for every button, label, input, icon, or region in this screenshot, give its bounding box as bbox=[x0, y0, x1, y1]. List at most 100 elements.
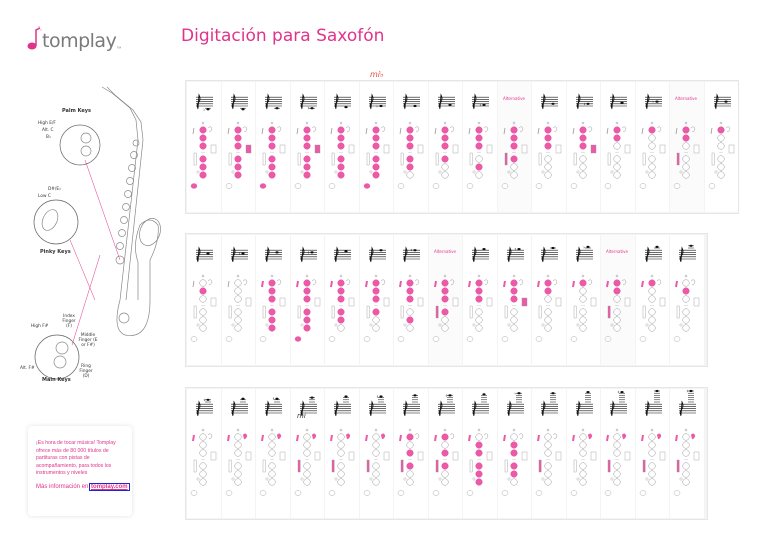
low-bell-key bbox=[397, 183, 405, 189]
octave-key bbox=[227, 280, 229, 288]
accidental: ♯ bbox=[411, 248, 413, 253]
main-key-5 bbox=[233, 470, 242, 478]
main-key-4 bbox=[544, 308, 552, 316]
side-keys bbox=[521, 451, 527, 461]
fingering-card bbox=[428, 82, 462, 212]
main-key-4 bbox=[337, 462, 345, 470]
octave-key bbox=[261, 280, 264, 288]
main-key-2 bbox=[337, 134, 345, 142]
main-key-6 bbox=[337, 324, 345, 332]
low-bell-key bbox=[432, 490, 439, 496]
promo-more-prefix: Más información en bbox=[36, 484, 91, 490]
front-f-key bbox=[408, 428, 412, 432]
staff bbox=[403, 93, 420, 110]
side-keys bbox=[314, 144, 320, 154]
front-f-key bbox=[684, 274, 688, 278]
main-key-2 bbox=[647, 134, 656, 142]
main-key-2 bbox=[406, 287, 414, 295]
main-key-1 bbox=[371, 279, 380, 287]
index-finger-label: Index Finger (F) bbox=[62, 314, 76, 329]
treble-clef-icon bbox=[196, 93, 201, 110]
main-key-3 bbox=[371, 449, 380, 457]
note-head bbox=[240, 397, 245, 400]
front-f-key bbox=[408, 274, 412, 278]
main-key-4 bbox=[371, 462, 380, 470]
front-f-key bbox=[374, 274, 377, 278]
main-key-3 bbox=[475, 142, 483, 150]
palm-keys bbox=[414, 433, 420, 440]
low-c-key bbox=[231, 170, 234, 174]
fingering-card bbox=[704, 82, 738, 212]
note-head bbox=[723, 100, 728, 103]
low-bell-key bbox=[328, 336, 336, 342]
main-key-6 bbox=[199, 324, 207, 332]
low-c-key bbox=[645, 170, 648, 174]
main-key-1 bbox=[647, 433, 656, 441]
tomplay-logo[interactable]: tomplay ™ bbox=[26, 22, 121, 52]
front-f-key bbox=[477, 274, 481, 278]
note-head bbox=[378, 104, 383, 108]
front-f-key bbox=[201, 121, 205, 125]
fingering-card: ♭ bbox=[187, 82, 221, 212]
main-key-3 bbox=[233, 295, 242, 303]
accidental: ♭ bbox=[376, 104, 378, 109]
staff bbox=[541, 93, 558, 110]
low-c-label: Low C bbox=[38, 194, 51, 199]
main-key-1 bbox=[440, 126, 449, 134]
octave-key bbox=[330, 280, 333, 288]
main-key-4 bbox=[440, 155, 449, 163]
page-title: Digitación para Saxofón bbox=[181, 26, 385, 46]
octave-key bbox=[296, 127, 298, 135]
main-key-1 bbox=[682, 126, 690, 134]
main-key-3 bbox=[268, 295, 276, 303]
side-keys bbox=[521, 144, 527, 154]
low-c-key bbox=[576, 323, 579, 327]
main-key-4 bbox=[578, 308, 587, 316]
front-f-key bbox=[546, 428, 550, 432]
main-key-3 bbox=[578, 449, 587, 457]
note-head bbox=[620, 101, 624, 104]
main-key-5 bbox=[613, 470, 621, 478]
fingering-card: ♯ bbox=[566, 82, 600, 212]
accidental: ♯ bbox=[307, 250, 309, 255]
low-c-key bbox=[265, 170, 269, 174]
side-keys bbox=[417, 451, 424, 461]
note-head bbox=[585, 102, 590, 105]
treble-clef-icon bbox=[438, 93, 442, 110]
note-head bbox=[585, 245, 590, 248]
main-key-4 bbox=[337, 155, 345, 163]
accidental: ♯ bbox=[204, 397, 206, 402]
palm-keys bbox=[621, 433, 627, 440]
main-key-1 bbox=[682, 279, 690, 287]
staff bbox=[334, 246, 351, 263]
front-f-key bbox=[546, 274, 550, 278]
note-head bbox=[413, 249, 417, 252]
main-key-1 bbox=[302, 433, 311, 441]
low-bell-key bbox=[466, 490, 474, 496]
main-key-4 bbox=[371, 308, 380, 316]
main-key-3 bbox=[475, 295, 483, 303]
low-c-key bbox=[334, 477, 338, 481]
fingering-row-1: ♭ ♯ ♭ ♯ Alternative ♯ ♭ Alternative bbox=[185, 80, 739, 214]
main-key-1 bbox=[406, 279, 414, 287]
left-table-keys bbox=[400, 459, 404, 473]
staff: ♯ bbox=[679, 389, 696, 417]
octave-key bbox=[641, 127, 643, 135]
main-key-5 bbox=[682, 470, 690, 478]
low-bell-key bbox=[259, 183, 267, 189]
main-key-3 bbox=[613, 142, 621, 150]
main-key-1 bbox=[337, 279, 345, 287]
main-key-5 bbox=[578, 470, 587, 478]
low-bell-key bbox=[466, 183, 474, 189]
front-f-key bbox=[650, 428, 653, 432]
main-key-1 bbox=[302, 279, 311, 287]
main-key-3 bbox=[199, 449, 207, 457]
palm-keys bbox=[449, 433, 454, 440]
octave-key bbox=[502, 280, 506, 288]
main-key-5 bbox=[440, 316, 449, 324]
front-f-key bbox=[339, 428, 343, 432]
main-key-4 bbox=[509, 308, 518, 316]
tomplay-link[interactable]: tomplay.com bbox=[89, 483, 130, 491]
left-table-keys bbox=[469, 152, 473, 166]
palm-keys bbox=[207, 279, 213, 286]
